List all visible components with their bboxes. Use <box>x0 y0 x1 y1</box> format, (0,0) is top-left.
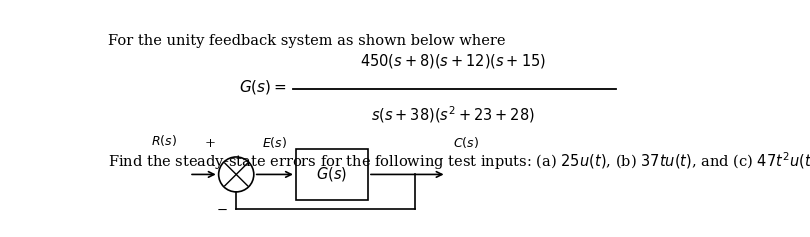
Text: $\mathit{G(s)}$: $\mathit{G(s)}$ <box>317 165 347 183</box>
Text: $\mathit{s}(\mathit{s}+38)(\mathit{s}^2+23+28)$: $\mathit{s}(\mathit{s}+38)(\mathit{s}^2+… <box>371 104 535 125</box>
Text: $\mathit{G}(\mathit{s})=$: $\mathit{G}(\mathit{s})=$ <box>239 78 287 96</box>
Text: $\mathit{C(s)}$: $\mathit{C(s)}$ <box>453 135 479 150</box>
Text: $-$: $-$ <box>216 203 228 216</box>
Text: $\mathit{E(s)}$: $\mathit{E(s)}$ <box>262 135 288 150</box>
Text: Find the steady-state errors for the following test inputs: (a) $25\mathit{u}(\m: Find the steady-state errors for the fol… <box>108 151 810 172</box>
Bar <box>296 149 368 200</box>
Text: +: + <box>204 137 215 150</box>
Text: $\mathit{R(s)}$: $\mathit{R(s)}$ <box>151 133 177 148</box>
Text: For the unity feedback system as shown below where: For the unity feedback system as shown b… <box>108 34 505 48</box>
Text: $450(\mathit{s}+8)(\mathit{s}+12)(\mathit{s}+15)$: $450(\mathit{s}+8)(\mathit{s}+12)(\mathi… <box>360 52 546 70</box>
